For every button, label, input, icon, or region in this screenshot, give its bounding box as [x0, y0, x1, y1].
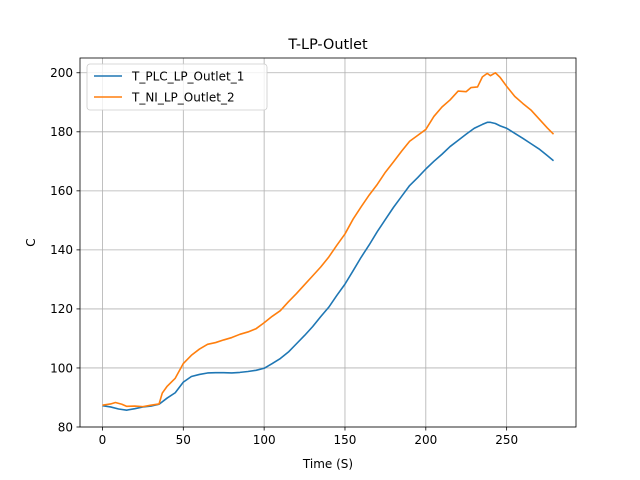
legend-label-2: T_NI_LP_Outlet_2 [131, 91, 235, 105]
y-tick-label: 140 [50, 243, 73, 257]
grid-lines [80, 58, 576, 428]
x-tick-label: 150 [334, 433, 357, 447]
x-tick-label: 200 [414, 433, 437, 447]
legend-box [86, 63, 268, 111]
x-tick-label: 0 [99, 433, 107, 447]
x-tick-label: 100 [253, 433, 276, 447]
plot-frame [79, 57, 577, 428]
y-tick-label: 80 [58, 420, 73, 434]
y-tick-label: 160 [50, 184, 73, 198]
y-axis-label: C [24, 238, 38, 246]
legend-label-1: T_PLC_LP_Outlet_1 [131, 70, 244, 84]
y-tick-label: 180 [50, 125, 73, 139]
y-tick-label: 200 [50, 66, 73, 80]
x-tick-label: 250 [495, 433, 518, 447]
series-line-2 [102, 71, 555, 408]
x-tick-label: 50 [176, 433, 191, 447]
legend: T_PLC_LP_Outlet_1 T_NI_LP_Outlet_2 [86, 63, 268, 111]
axis-ticks: 0 50 100 150 200 250 80 100 120 140 160 180 200 [50, 66, 518, 447]
x-axis-label: Time (S) [302, 457, 353, 471]
series-lines [102, 71, 555, 411]
chart-title: T-LP-Outlet [287, 37, 368, 53]
y-tick-label: 120 [50, 302, 73, 316]
series-line-1 [102, 121, 555, 411]
y-tick-label: 100 [50, 361, 73, 375]
